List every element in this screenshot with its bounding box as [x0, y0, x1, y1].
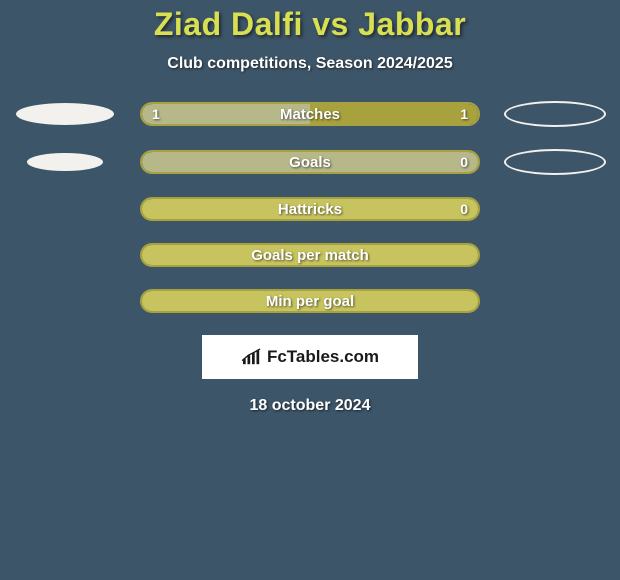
subtitle: Club competitions, Season 2024/2025: [0, 55, 620, 73]
stat-row-mpg: Min per goal: [0, 289, 620, 313]
stat-label: Goals per match: [142, 245, 478, 265]
stat-bar: Goals per match: [140, 243, 480, 267]
stat-label: Matches: [142, 104, 478, 124]
stat-value-right: 1: [460, 104, 468, 124]
player-marker-right: [504, 101, 606, 127]
site-logo: FcTables.com: [202, 335, 418, 379]
logo-text: FcTables.com: [267, 347, 379, 367]
left-slot: [10, 101, 120, 127]
stat-row-gpm: Goals per match: [0, 243, 620, 267]
date-label: 18 october 2024: [0, 397, 620, 415]
player-marker-right: [504, 149, 606, 175]
right-slot: [500, 149, 610, 175]
stat-label: Min per goal: [142, 291, 478, 311]
stat-row-matches: 1 Matches 1: [0, 101, 620, 127]
stat-value-right: 0: [460, 199, 468, 219]
stat-label: Goals: [142, 152, 478, 172]
right-slot: [500, 101, 610, 127]
player-marker-left: [14, 101, 116, 127]
bar-chart-icon: [241, 348, 263, 366]
player-marker-left: [25, 151, 105, 173]
page-title: Ziad Dalfi vs Jabbar: [0, 6, 620, 43]
stat-value-right: 0: [460, 152, 468, 172]
left-slot: [10, 151, 120, 173]
stat-label: Hattricks: [142, 199, 478, 219]
comparison-infographic: Ziad Dalfi vs Jabbar Club competitions, …: [0, 0, 620, 415]
stat-row-goals: Goals 0: [0, 149, 620, 175]
stat-bar: Goals 0: [140, 150, 480, 174]
stat-row-hattricks: Hattricks 0: [0, 197, 620, 221]
stat-bar: 1 Matches 1: [140, 102, 480, 126]
stat-bar: Min per goal: [140, 289, 480, 313]
stat-bar: Hattricks 0: [140, 197, 480, 221]
